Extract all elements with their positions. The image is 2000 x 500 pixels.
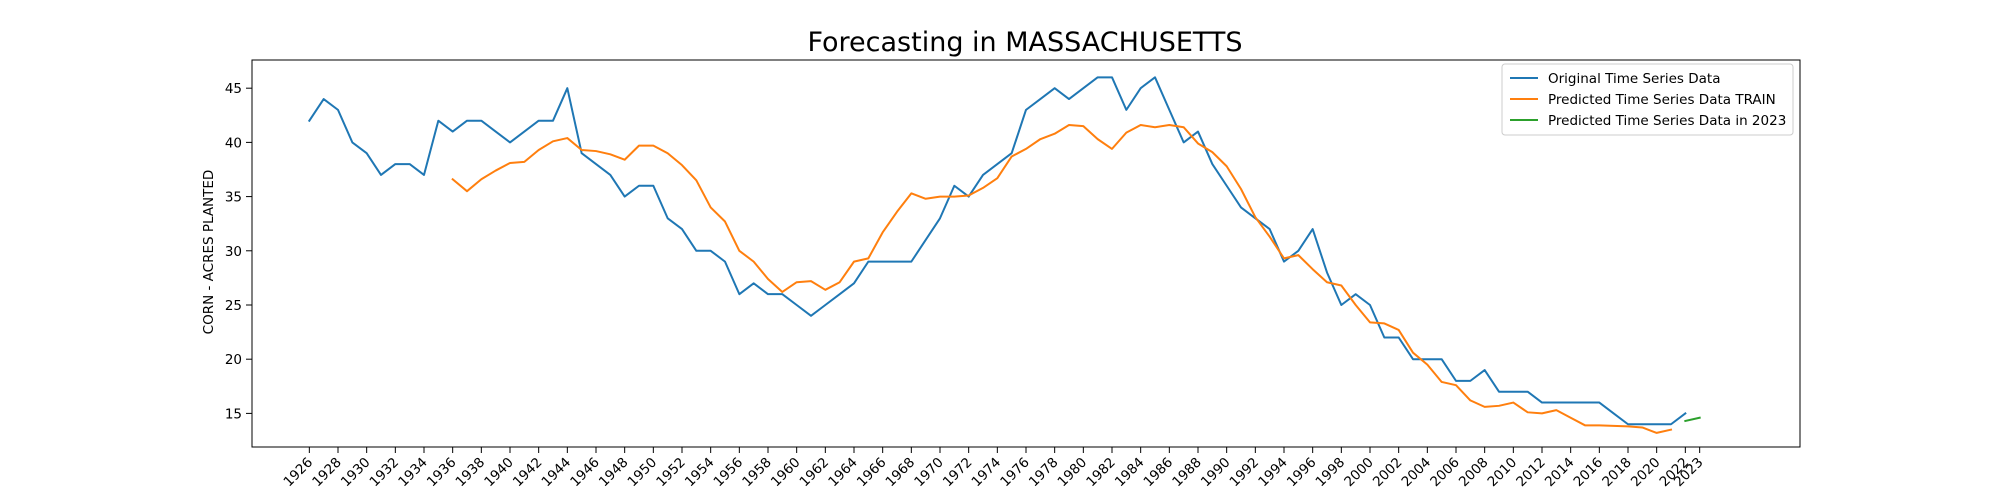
x-tick-label: 1974	[969, 455, 1005, 491]
x-tick-label: 1938	[453, 455, 489, 491]
series-line-3	[1684, 416, 1701, 423]
x-tick-label: 1950	[625, 455, 661, 491]
y-tick-label: 30	[225, 244, 242, 260]
x-tick-label: 2008	[1456, 455, 1492, 491]
y-tick-label: 45	[225, 81, 242, 97]
x-tick-label: 1952	[653, 455, 689, 491]
x-tick-label: 1964	[825, 455, 861, 491]
x-tick-label: 1934	[395, 455, 431, 491]
x-tick-label: 1936	[424, 455, 460, 491]
x-tick-label: 2016	[1571, 455, 1607, 491]
x-tick-label: 1988	[1169, 455, 1205, 491]
x-tick-label: 1944	[539, 455, 575, 491]
x-tick-label: 1990	[1198, 455, 1234, 491]
x-tick-label: 1992	[1227, 455, 1263, 491]
x-tick-label: 1930	[338, 455, 374, 491]
legend-box	[1501, 63, 1794, 136]
x-tick-label: 1982	[1083, 455, 1119, 491]
plot-frame	[251, 59, 1801, 448]
x-tick-label: 1960	[768, 455, 804, 491]
x-tick-label: 1996	[1284, 455, 1320, 491]
y-axis: 15 20 25 30 35 40 45	[225, 81, 252, 422]
x-tick-label: 2004	[1399, 455, 1435, 491]
x-tick-label: 1928	[309, 455, 345, 491]
x-tick-label: 1954	[682, 455, 718, 491]
x-tick-label: 1980	[1055, 455, 1091, 491]
x-tick-label: 2018	[1599, 455, 1635, 491]
x-tick-label: 1986	[1141, 455, 1177, 491]
series-group	[307, 76, 1701, 434]
series-line-1	[307, 76, 1687, 426]
x-tick-label: 1962	[797, 455, 833, 491]
y-tick-label: 40	[225, 135, 242, 151]
x-tick-label: 1970	[911, 455, 947, 491]
x-tick-label: 1942	[510, 455, 546, 491]
x-tick-label: 2020	[1628, 455, 1664, 491]
x-axis: 1926192819301932193419361938194019421944…	[281, 447, 1706, 491]
x-tick-label: 2006	[1427, 455, 1463, 491]
x-tick-label: 1978	[1026, 455, 1062, 491]
legend-entry: Original Time Series Data	[1548, 71, 1721, 87]
series-line-2	[451, 124, 1673, 434]
x-tick-label: 1932	[367, 455, 403, 491]
y-axis-label: CORN - ACRES PLANTED	[201, 170, 217, 335]
x-tick-label: 1948	[596, 455, 632, 491]
y-tick-label: 35	[225, 190, 242, 206]
x-tick-label: 1976	[997, 455, 1033, 491]
x-tick-label: 2002	[1370, 455, 1406, 491]
x-tick-label: 2012	[1513, 455, 1549, 491]
legend-entry: Predicted Time Series Data in 2023	[1548, 113, 1786, 129]
y-tick-label: 15	[225, 406, 242, 422]
x-tick-label: 2014	[1542, 455, 1578, 491]
x-tick-label: 1940	[481, 455, 517, 491]
x-tick-label: 1968	[883, 455, 919, 491]
x-tick-label: 1926	[281, 455, 317, 491]
y-tick-label: 25	[225, 298, 242, 314]
y-tick-label: 20	[225, 352, 242, 368]
legend: Original Time Series Data Predicted Time …	[1501, 63, 1794, 136]
x-tick-label: 1984	[1112, 455, 1148, 491]
x-tick-label: 1956	[711, 455, 747, 491]
chart-title: Forecasting in MASSACHUSETTS	[807, 27, 1242, 58]
x-tick-label: 1946	[567, 455, 603, 491]
legend-entry: Predicted Time Series Data TRAIN	[1548, 92, 1776, 108]
x-tick-label: 1998	[1313, 455, 1349, 491]
x-tick-label: 2000	[1341, 455, 1377, 491]
x-tick-label: 1958	[739, 455, 775, 491]
x-tick-label: 1972	[940, 455, 976, 491]
x-tick-label: 2010	[1485, 455, 1521, 491]
x-tick-label: 1994	[1255, 455, 1291, 491]
x-tick-label: 1966	[854, 455, 890, 491]
